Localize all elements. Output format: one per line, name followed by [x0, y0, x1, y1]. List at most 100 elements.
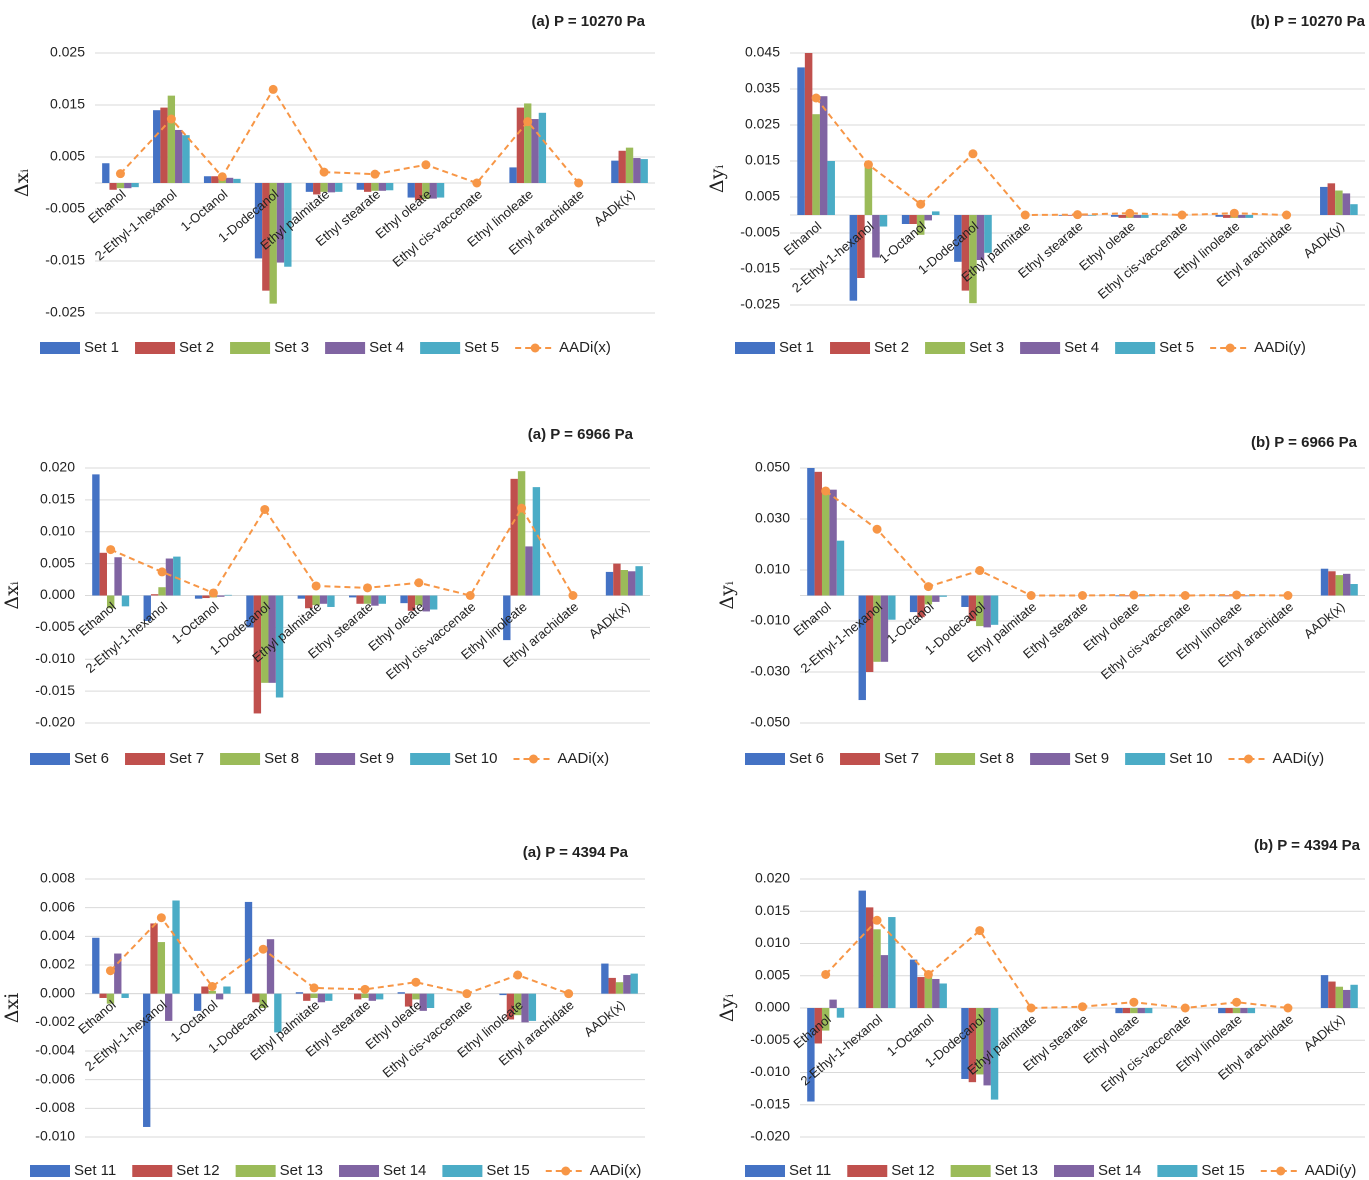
- line-marker: [462, 989, 472, 999]
- bar: [325, 993, 333, 1001]
- bar: [1066, 215, 1074, 216]
- bar: [131, 183, 139, 188]
- bar: [92, 474, 100, 596]
- bar: [829, 999, 837, 1008]
- y-tick-label: -0.006: [35, 1070, 75, 1086]
- bar: [1141, 215, 1149, 218]
- bar: [873, 929, 881, 1008]
- y-tick-label: -0.015: [35, 682, 75, 698]
- bar: [361, 993, 369, 998]
- bar: [1223, 215, 1231, 218]
- bar: [158, 587, 166, 596]
- line-marker: [1129, 590, 1139, 600]
- bar: [983, 595, 991, 628]
- line-marker: [923, 969, 933, 979]
- y-tick-label: 0.020: [40, 459, 75, 475]
- y-tick-label: -0.015: [740, 260, 780, 276]
- bar: [969, 215, 977, 304]
- bar: [1133, 215, 1142, 218]
- y-tick-label: 0.010: [40, 522, 75, 538]
- y-tick-label: -0.050: [750, 714, 790, 730]
- line-marker: [1177, 210, 1187, 220]
- legend-label: Set 11: [74, 1162, 116, 1179]
- bar: [601, 963, 609, 994]
- bar: [378, 595, 386, 604]
- bar: [1343, 573, 1351, 596]
- x-tick-label: Ethyl cis-vaccenate: [383, 599, 478, 682]
- legend-label: Set 15: [486, 1162, 529, 1179]
- chart: (b) P = 6966 Pa Δyᵢ -0.050 -0.030 -0.010 0.01…: [716, 434, 1365, 767]
- bar: [312, 595, 320, 606]
- chart-title: (a) P = 10270 Pa: [531, 13, 645, 30]
- bar: [404, 993, 413, 1007]
- y-tick-label: -0.010: [750, 612, 790, 628]
- line-marker: [872, 524, 882, 534]
- legend-swatch: [1030, 753, 1071, 765]
- bar: [426, 993, 435, 1008]
- bar: [633, 158, 641, 183]
- bar: [917, 977, 925, 1008]
- legend-swatch: [745, 1165, 785, 1177]
- bar: [990, 595, 999, 625]
- y-tick-label: -0.005: [740, 224, 780, 240]
- legend-swatch: [935, 753, 976, 765]
- bar: [880, 595, 889, 662]
- bar: [968, 595, 977, 621]
- bar: [354, 993, 362, 1000]
- legend-swatch: [30, 1165, 70, 1177]
- bar: [400, 595, 408, 604]
- bar: [335, 183, 343, 192]
- legend-label: Set 10: [1169, 750, 1212, 767]
- legend-label: AADi(y): [1305, 1162, 1357, 1179]
- bar: [385, 183, 394, 191]
- line-marker: [574, 178, 584, 188]
- line-marker: [1129, 997, 1139, 1007]
- legend-label: Set 8: [979, 750, 1014, 767]
- y-tick-label: -0.008: [35, 1099, 75, 1115]
- bar: [814, 471, 822, 596]
- line-marker: [260, 504, 270, 514]
- bar: [121, 993, 129, 998]
- line-marker: [975, 926, 985, 936]
- chart-title: (b) P = 6966 Pa: [1251, 434, 1358, 451]
- legend-swatch: [847, 1165, 888, 1177]
- line-marker: [811, 93, 821, 103]
- bar: [224, 594, 232, 596]
- y-tick-label: 0.015: [745, 152, 780, 168]
- line-marker: [363, 583, 372, 593]
- bar: [254, 183, 263, 259]
- y-tick-label: -0.020: [750, 1128, 790, 1144]
- legend-swatch: [135, 342, 176, 354]
- bar: [436, 183, 445, 198]
- line-marker: [1026, 591, 1036, 600]
- bar: [246, 595, 254, 628]
- bar: [857, 215, 865, 278]
- chart: (a) P = 6966 Pa Δxᵢ -0.020 -0.015 -0.010 -0.0…: [1, 426, 650, 767]
- y-tick-label: 0.045: [745, 44, 780, 60]
- bar: [630, 973, 638, 994]
- chart-title: (b) P = 4394 Pa: [1254, 837, 1361, 854]
- bar: [1115, 595, 1123, 597]
- bar: [954, 215, 962, 262]
- y-tick-label: 0.005: [745, 188, 780, 204]
- line-marker: [157, 567, 167, 577]
- line-series: [109, 916, 569, 995]
- x-tick-label: Ethanol: [75, 599, 119, 639]
- y-tick-label: 0.008: [40, 870, 75, 886]
- bar: [509, 167, 517, 183]
- y-tick-label: -0.025: [45, 304, 85, 320]
- legend-swatch: [442, 1165, 483, 1177]
- legend-swatch: [1276, 1166, 1286, 1176]
- bar: [516, 107, 525, 183]
- bar: [262, 183, 270, 291]
- y-tick-label: 0.015: [755, 902, 790, 918]
- legend-swatch: [40, 342, 80, 354]
- chart: (a) P = 4394 Pa Δxi -0.010 -0.008 -0.006 -0.0…: [1, 844, 645, 1179]
- legend-swatch: [315, 753, 356, 765]
- line-marker: [360, 984, 370, 994]
- line-marker: [923, 582, 933, 592]
- bar: [1225, 1008, 1233, 1014]
- line-marker: [309, 983, 319, 993]
- bar: [317, 993, 326, 1003]
- y-tick-label: -0.015: [750, 1095, 790, 1111]
